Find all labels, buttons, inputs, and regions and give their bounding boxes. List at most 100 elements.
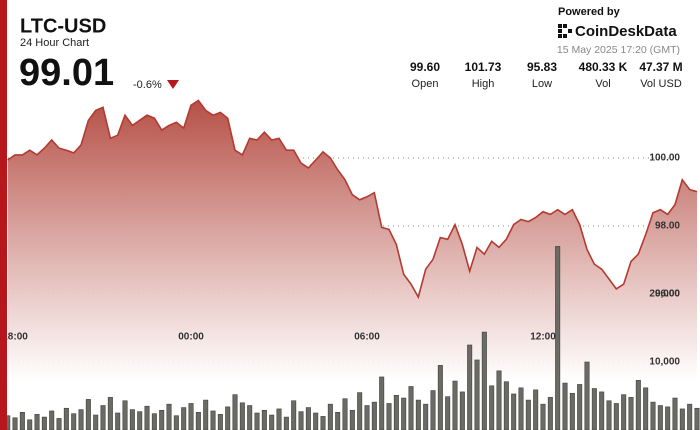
volume-bar (217, 414, 223, 430)
volume-bar (283, 416, 289, 430)
volume-bar (49, 410, 55, 430)
y-tick-label: 98.00 (655, 221, 680, 232)
volume-bar (19, 412, 25, 430)
volume-bar (621, 394, 627, 430)
volume-bar (496, 370, 502, 430)
stat-value: 95.83 (527, 60, 557, 74)
volume-bar (657, 405, 663, 430)
volume-bar (129, 409, 135, 430)
volume-bar (562, 382, 568, 430)
volume-bar (650, 401, 656, 430)
volume-bar (254, 412, 260, 430)
stat-label: High (472, 78, 495, 90)
volume-bar (203, 399, 209, 430)
volume-bar (481, 331, 487, 430)
powered-by: Powered by (558, 6, 621, 18)
x-tick-label: 06:00 (354, 332, 380, 343)
volume-bar (93, 414, 99, 430)
volume-bar (276, 408, 282, 430)
volume-bar (269, 414, 275, 430)
volume-bar (335, 412, 341, 430)
volume-bar (225, 406, 231, 430)
symbol: LTC-USD (20, 15, 106, 37)
volume-bar (393, 395, 399, 430)
x-tick-label: 00:00 (178, 332, 204, 343)
volume-bar (584, 361, 590, 430)
volume-bar (41, 416, 47, 430)
volume-bar (386, 403, 392, 430)
volume-bar (12, 417, 18, 430)
volume-bar (525, 399, 531, 430)
volume-bar (518, 387, 524, 430)
volume-bar (181, 407, 187, 430)
volume-bar (232, 394, 238, 430)
volume-bar (137, 411, 143, 430)
volume-bar (56, 418, 62, 430)
volume-bar (71, 413, 77, 430)
volume-bar (210, 410, 216, 430)
volume-bar (489, 385, 495, 430)
change: -0.6% (133, 79, 162, 91)
stat-label: Vol USD (640, 78, 682, 90)
volume-bar (166, 403, 172, 430)
accent-bar (0, 0, 7, 430)
volume-bar (555, 246, 561, 430)
volume-bar (599, 391, 605, 430)
volume-bar (371, 401, 377, 430)
volume-bar (159, 409, 165, 430)
volume-bar (195, 412, 201, 430)
volume-bar (591, 388, 597, 430)
volume-bar (291, 400, 297, 430)
volume-bar (606, 400, 612, 430)
x-tick-label: 12:00 (530, 332, 556, 343)
price-line (7, 99, 698, 300)
subtitle: 24 Hour Chart (20, 37, 89, 49)
volume-bar (357, 392, 363, 430)
volume-bar (151, 413, 157, 430)
brand: CoinDeskData (575, 23, 677, 40)
volume-bar (379, 376, 385, 430)
volume-bar (467, 344, 473, 430)
stat-label: Vol (595, 78, 610, 90)
price-area (7, 100, 697, 430)
stat-value: 480.33 K (579, 60, 628, 74)
volume-bar (144, 405, 150, 430)
y2-tick-label: 20,000 (649, 289, 680, 300)
y-tick-label: 100.00 (649, 153, 680, 164)
volume-bar (63, 407, 69, 430)
volume-bar (122, 400, 128, 430)
volume-bar (85, 399, 91, 430)
volume-bar (437, 365, 443, 430)
volume-bar (474, 359, 480, 430)
y-tick-label: 96.00 (655, 289, 680, 300)
volume-bar (679, 408, 685, 430)
volume-bar (401, 397, 407, 430)
volume-bar (628, 397, 634, 430)
stat-label: Low (532, 78, 552, 90)
volume-bar (665, 406, 671, 430)
volume-bar (313, 412, 319, 430)
volume-bar (533, 389, 539, 430)
stat-label: Open (412, 78, 439, 90)
volume-bar (247, 405, 253, 430)
stat-value: 101.73 (465, 60, 502, 74)
volume-bar (415, 399, 421, 430)
volume-bar (459, 391, 465, 430)
stats: 99.60 Open 101.73 High 95.83 Low 480.33 K Vol 47… (410, 60, 683, 90)
down-arrow (167, 80, 179, 89)
volume-bar (577, 384, 583, 430)
volume-bar (34, 414, 40, 430)
volume-bar (342, 398, 348, 430)
volume-bar (320, 416, 326, 430)
volume-bar (298, 411, 304, 430)
volume-bar (635, 380, 641, 430)
volume-bar (430, 390, 436, 430)
volume-bar (173, 415, 179, 430)
volume-bar (239, 402, 245, 430)
volume-bar (687, 403, 693, 430)
volume-bar (643, 387, 649, 430)
brand-logo (558, 24, 572, 38)
timestamp: 15 May 2025 17:20 (GMT) (557, 44, 680, 56)
